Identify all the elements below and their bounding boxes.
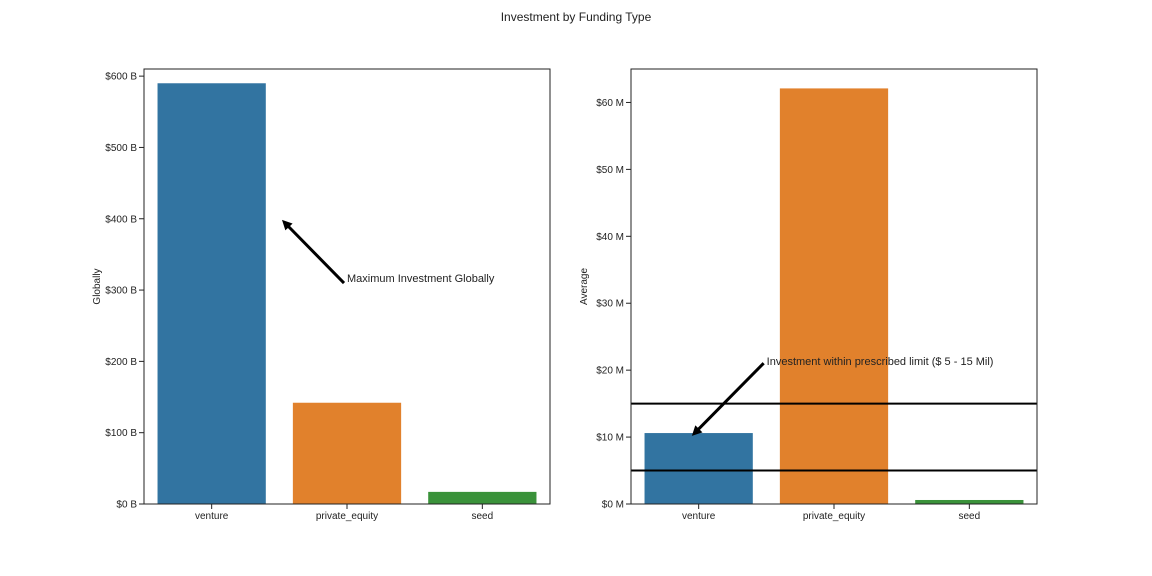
x-tick-label: venture	[195, 511, 229, 522]
bar-private_equity	[779, 88, 889, 505]
y-tick-label: $600 B	[105, 72, 137, 83]
figure-title: Investment by Funding Type	[500, 10, 652, 24]
bar-seed	[915, 499, 1024, 504]
y-tick-label: $500 B	[105, 143, 137, 154]
x-tick-label: private_equity	[803, 511, 865, 522]
y-tick-label: $200 B	[105, 357, 137, 368]
x-tick-label: venture	[682, 511, 716, 522]
subplot-1: $0 B $100 B $200 B $300 B $400 B $500 B $600 B…	[92, 68, 551, 522]
bar-private_equity	[292, 402, 402, 504]
y-axis-label: Globally	[92, 268, 103, 304]
y-tick-label: $30 M	[596, 299, 624, 310]
x-tick-label: private_equity	[316, 511, 378, 522]
bar-venture	[157, 83, 266, 504]
y-tick-label: $10 M	[596, 433, 624, 444]
y-tick-label: $0 M	[602, 500, 624, 511]
y-tick-label: $100 B	[105, 428, 137, 439]
annotation-arrow	[691, 362, 765, 436]
y-tick-label: $0 B	[116, 500, 137, 511]
annotation-arrow	[281, 219, 346, 285]
y-tick-label: $60 M	[596, 98, 624, 109]
y-tick-label: $300 B	[105, 286, 137, 297]
x-tick-label: seed	[958, 511, 980, 522]
annotation-text: Maximum Investment Globally	[347, 273, 495, 285]
x-tick-label: seed	[471, 511, 493, 522]
y-tick-label: $40 M	[596, 232, 624, 243]
y-tick-label: $400 B	[105, 214, 137, 225]
bar-seed	[428, 491, 537, 504]
annotation-text: Investment within prescribed limit ($ 5 …	[767, 356, 994, 368]
subplot-2: $0 M $10 M $20 M $30 M $40 M $50 M $60 M ventur…	[579, 68, 1038, 522]
y-tick-label: $20 M	[596, 366, 624, 377]
bar-venture	[644, 433, 753, 504]
y-axis-label: Average	[579, 268, 590, 306]
y-tick-label: $50 M	[596, 165, 624, 176]
